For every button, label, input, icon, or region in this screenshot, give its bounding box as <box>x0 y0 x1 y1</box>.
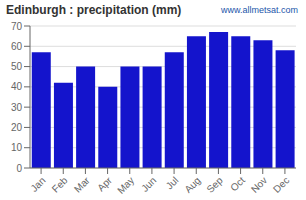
svg-text:Mar: Mar <box>72 174 92 194</box>
svg-text:60: 60 <box>11 41 23 52</box>
svg-text:50: 50 <box>11 61 23 72</box>
svg-text:Jan: Jan <box>28 175 47 194</box>
svg-text:Feb: Feb <box>50 174 70 194</box>
svg-text:Aug: Aug <box>182 175 202 195</box>
svg-text:Jun: Jun <box>139 175 158 194</box>
svg-text:70: 70 <box>11 21 23 32</box>
svg-text:40: 40 <box>11 81 23 92</box>
svg-text:10: 10 <box>11 142 23 153</box>
svg-text:20: 20 <box>11 122 23 133</box>
svg-text:Nov: Nov <box>249 175 269 195</box>
svg-text:Dec: Dec <box>271 175 291 195</box>
svg-text:30: 30 <box>11 102 23 113</box>
svg-text:Sep: Sep <box>204 174 225 195</box>
svg-text:0: 0 <box>16 163 22 174</box>
svg-text:Jul: Jul <box>164 175 181 192</box>
html-text:Edinburgh : precipitation (mm): Edinburgh : precipitation (mm) <box>6 3 182 17</box>
svg-text:Apr: Apr <box>95 174 114 193</box>
html-text:www.allmetsat.com: www.allmetsat.com <box>221 5 298 15</box>
svg-text:May: May <box>115 175 136 196</box>
svg-text:Oct: Oct <box>228 175 247 194</box>
